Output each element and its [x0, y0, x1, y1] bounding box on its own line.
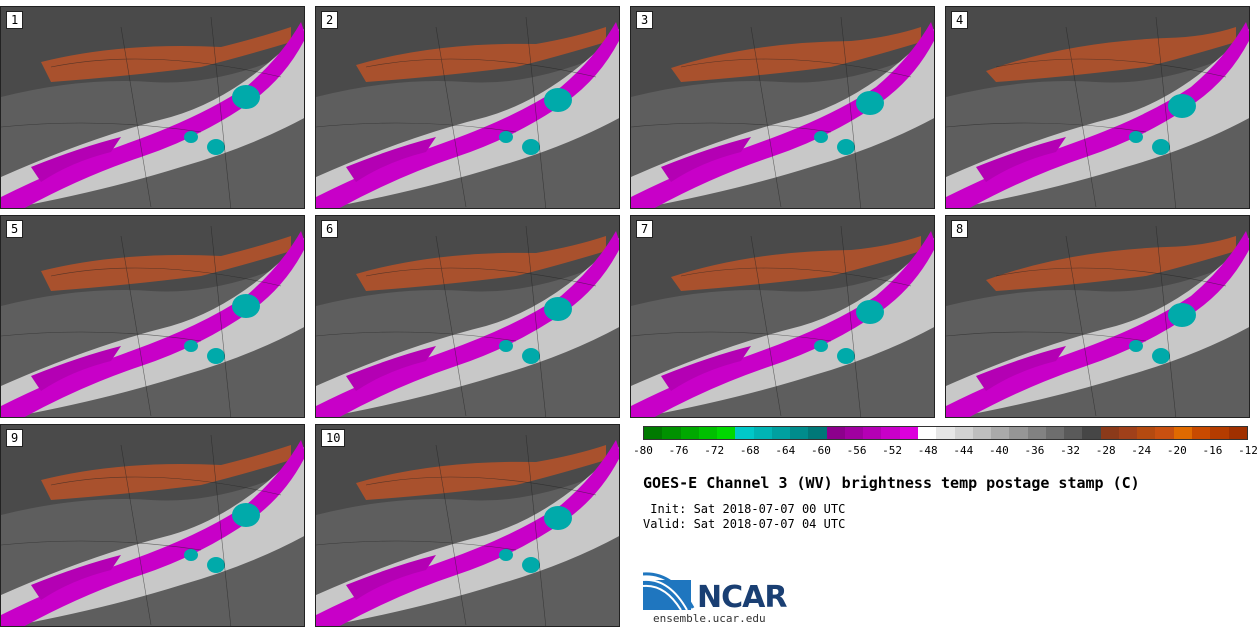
colorbar-tick-label: -20	[1166, 444, 1187, 457]
colorbar-swatch	[808, 427, 827, 439]
colorbar-tick-label: -44	[953, 444, 974, 457]
panel-number: 2	[321, 11, 339, 29]
colorbar-swatch	[826, 427, 845, 439]
colorbar-tick-label: -60	[811, 444, 831, 457]
map-panel-5: 5	[0, 215, 305, 418]
colorbar-swatch	[698, 427, 718, 439]
map-panel-4: 4	[945, 6, 1250, 209]
colorbar	[643, 426, 1248, 440]
map-panel-3: 3	[630, 6, 935, 209]
panel-number: 8	[951, 220, 969, 238]
colorbar-tick-label: -56	[846, 444, 867, 457]
colorbar-swatch	[1064, 427, 1083, 439]
colorbar-swatch	[1009, 427, 1028, 439]
colorbar-swatch	[1100, 427, 1119, 439]
panel-number: 4	[951, 11, 969, 29]
panel-number: 6	[321, 220, 339, 238]
colorbar-swatch	[662, 427, 681, 439]
colorbar-tick-label: -36	[1024, 444, 1045, 457]
panel-number: 9	[6, 429, 24, 447]
ncar-logo-text: NCAR	[697, 580, 787, 615]
panel-number: 7	[636, 220, 654, 238]
colorbar-tick-label: -32	[1060, 444, 1080, 457]
map-panel-1: 1	[0, 6, 305, 209]
panel-number: 3	[636, 11, 654, 29]
wv-field	[316, 7, 619, 208]
colorbar-tick-label: -24	[1131, 444, 1152, 457]
colorbar-swatch	[954, 427, 973, 439]
colorbar-swatch	[717, 427, 736, 439]
colorbar-swatch	[917, 427, 937, 439]
map-panel-7: 7	[630, 215, 935, 418]
colorbar-tick-label: -68	[739, 444, 760, 457]
colorbar-tick-label: -72	[704, 444, 725, 457]
colorbar-swatch	[1118, 427, 1138, 439]
colorbar-swatch	[680, 427, 699, 439]
colorbar-tick-label: -80	[633, 444, 653, 457]
figure-title: GOES-E Channel 3 (WV) brightness temp po…	[643, 474, 1140, 492]
colorbar-swatch	[644, 427, 663, 439]
wv-field	[631, 7, 934, 208]
colorbar-ticks: -80 -76 -72 -68 -64 -60 -56 -52 -48 -44 -40 -36 -32 -…	[633, 444, 1258, 458]
map-panel-8: 8	[945, 215, 1250, 418]
colorbar-swatch	[863, 427, 882, 439]
wv-field	[631, 216, 934, 417]
panel-number: 1	[6, 11, 24, 29]
colorbar-swatch	[790, 427, 809, 439]
wv-field	[316, 216, 619, 417]
colorbar-swatch	[972, 427, 992, 439]
colorbar-swatch	[1173, 427, 1192, 439]
colorbar-swatch	[1191, 427, 1211, 439]
map-panel-9: 9	[0, 424, 305, 627]
colorbar-swatch	[936, 427, 955, 439]
colorbar-tick-label: -52	[882, 444, 903, 457]
valid-time: Valid: Sat 2018-07-07 04 UTC	[643, 517, 846, 531]
wv-field	[946, 7, 1249, 208]
colorbar-swatch	[1210, 427, 1229, 439]
site-url[interactable]: ensemble.ucar.edu	[653, 612, 766, 625]
colorbar-swatch	[735, 427, 754, 439]
map-panel-6: 6	[315, 215, 620, 418]
wv-field	[316, 425, 619, 626]
map-panel-10: 10	[315, 424, 620, 627]
colorbar-swatch	[1027, 427, 1046, 439]
colorbar-swatch	[1137, 427, 1156, 439]
wv-field	[946, 216, 1249, 417]
colorbar-tick-label: -48	[917, 444, 938, 457]
colorbar-swatch	[753, 427, 772, 439]
colorbar-tick-label: -64	[775, 444, 796, 457]
colorbar-swatch	[991, 427, 1010, 439]
map-panel-2: 2	[315, 6, 620, 209]
colorbar-tick-label: -12	[1238, 444, 1258, 457]
colorbar-swatch	[1082, 427, 1101, 439]
colorbar-tick-label: -16	[1202, 444, 1223, 457]
init-time: Init: Sat 2018-07-07 00 UTC	[643, 502, 846, 516]
colorbar-tick-label: -76	[668, 444, 689, 457]
ncar-logo-icon	[643, 572, 695, 611]
panel-number: 5	[6, 220, 24, 238]
colorbar-swatch	[771, 427, 791, 439]
colorbar-tick-label: -40	[988, 444, 1009, 457]
panel-number: 10	[321, 429, 346, 447]
colorbar-swatch	[899, 427, 918, 439]
colorbar-swatch	[844, 427, 864, 439]
colorbar-swatch	[1228, 427, 1247, 439]
colorbar-swatch	[1045, 427, 1065, 439]
wv-field	[1, 425, 304, 626]
colorbar-tick-label: -28	[1095, 444, 1116, 457]
wv-field	[1, 7, 304, 208]
colorbar-swatch	[881, 427, 900, 439]
colorbar-swatch	[1155, 427, 1174, 439]
wv-field	[1, 216, 304, 417]
